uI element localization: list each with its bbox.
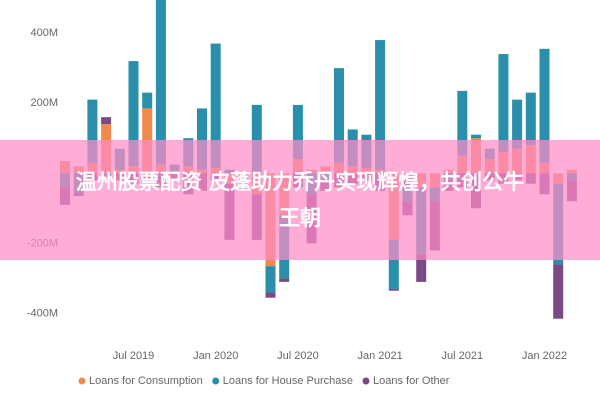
legend-marker <box>212 377 220 385</box>
bar-segment <box>142 92 153 109</box>
x-tick-label: Jan 2021 <box>357 350 402 362</box>
bar-segment <box>334 68 344 163</box>
y-tick-label: -400M <box>27 307 58 319</box>
banner <box>0 140 600 260</box>
bar-segment <box>197 108 207 170</box>
bar-segment <box>416 253 427 282</box>
bar-segment <box>210 43 221 168</box>
bar-segment <box>388 288 399 291</box>
y-tick-label: 200M <box>30 97 58 109</box>
legend-label: Loans for House Purchase <box>223 375 353 387</box>
x-tick-label: Jul 2021 <box>442 350 484 362</box>
bar-segment <box>87 99 98 163</box>
bar-segment <box>155 0 166 165</box>
bar-segment <box>279 278 290 282</box>
y-tick-label: 400M <box>30 27 58 39</box>
legend-marker <box>362 377 370 385</box>
bar-segment <box>512 99 523 149</box>
bar-segment <box>553 264 564 319</box>
legend-label: Loans for Other <box>373 375 450 387</box>
x-tick-label: Jul 2020 <box>277 350 319 362</box>
bar-segment <box>128 61 139 167</box>
bar-segment <box>251 104 262 174</box>
bar-segment <box>498 54 509 153</box>
bar-segment <box>525 92 536 146</box>
banner-text: 王朝 <box>279 206 321 230</box>
bar-segment <box>292 104 303 160</box>
bar-segment <box>388 239 399 289</box>
bar-segment <box>539 48 550 163</box>
x-tick-label: Jul 2019 <box>113 350 155 362</box>
banner-text: 温州股票配资 皮蓬助力乔丹实现辉煌，共创公牛 <box>76 170 524 194</box>
legend-label: Loans for Consumption <box>89 375 203 387</box>
bar-segment <box>471 134 481 139</box>
bar-segment <box>101 117 112 125</box>
legend-marker <box>78 377 86 385</box>
bar-segment <box>375 40 386 170</box>
bar-segment <box>265 266 276 293</box>
bar-segment <box>457 90 468 156</box>
bar-segment <box>265 292 276 298</box>
x-tick-label: Jan 2020 <box>193 350 238 362</box>
x-tick-label: Jan 2022 <box>522 350 567 362</box>
